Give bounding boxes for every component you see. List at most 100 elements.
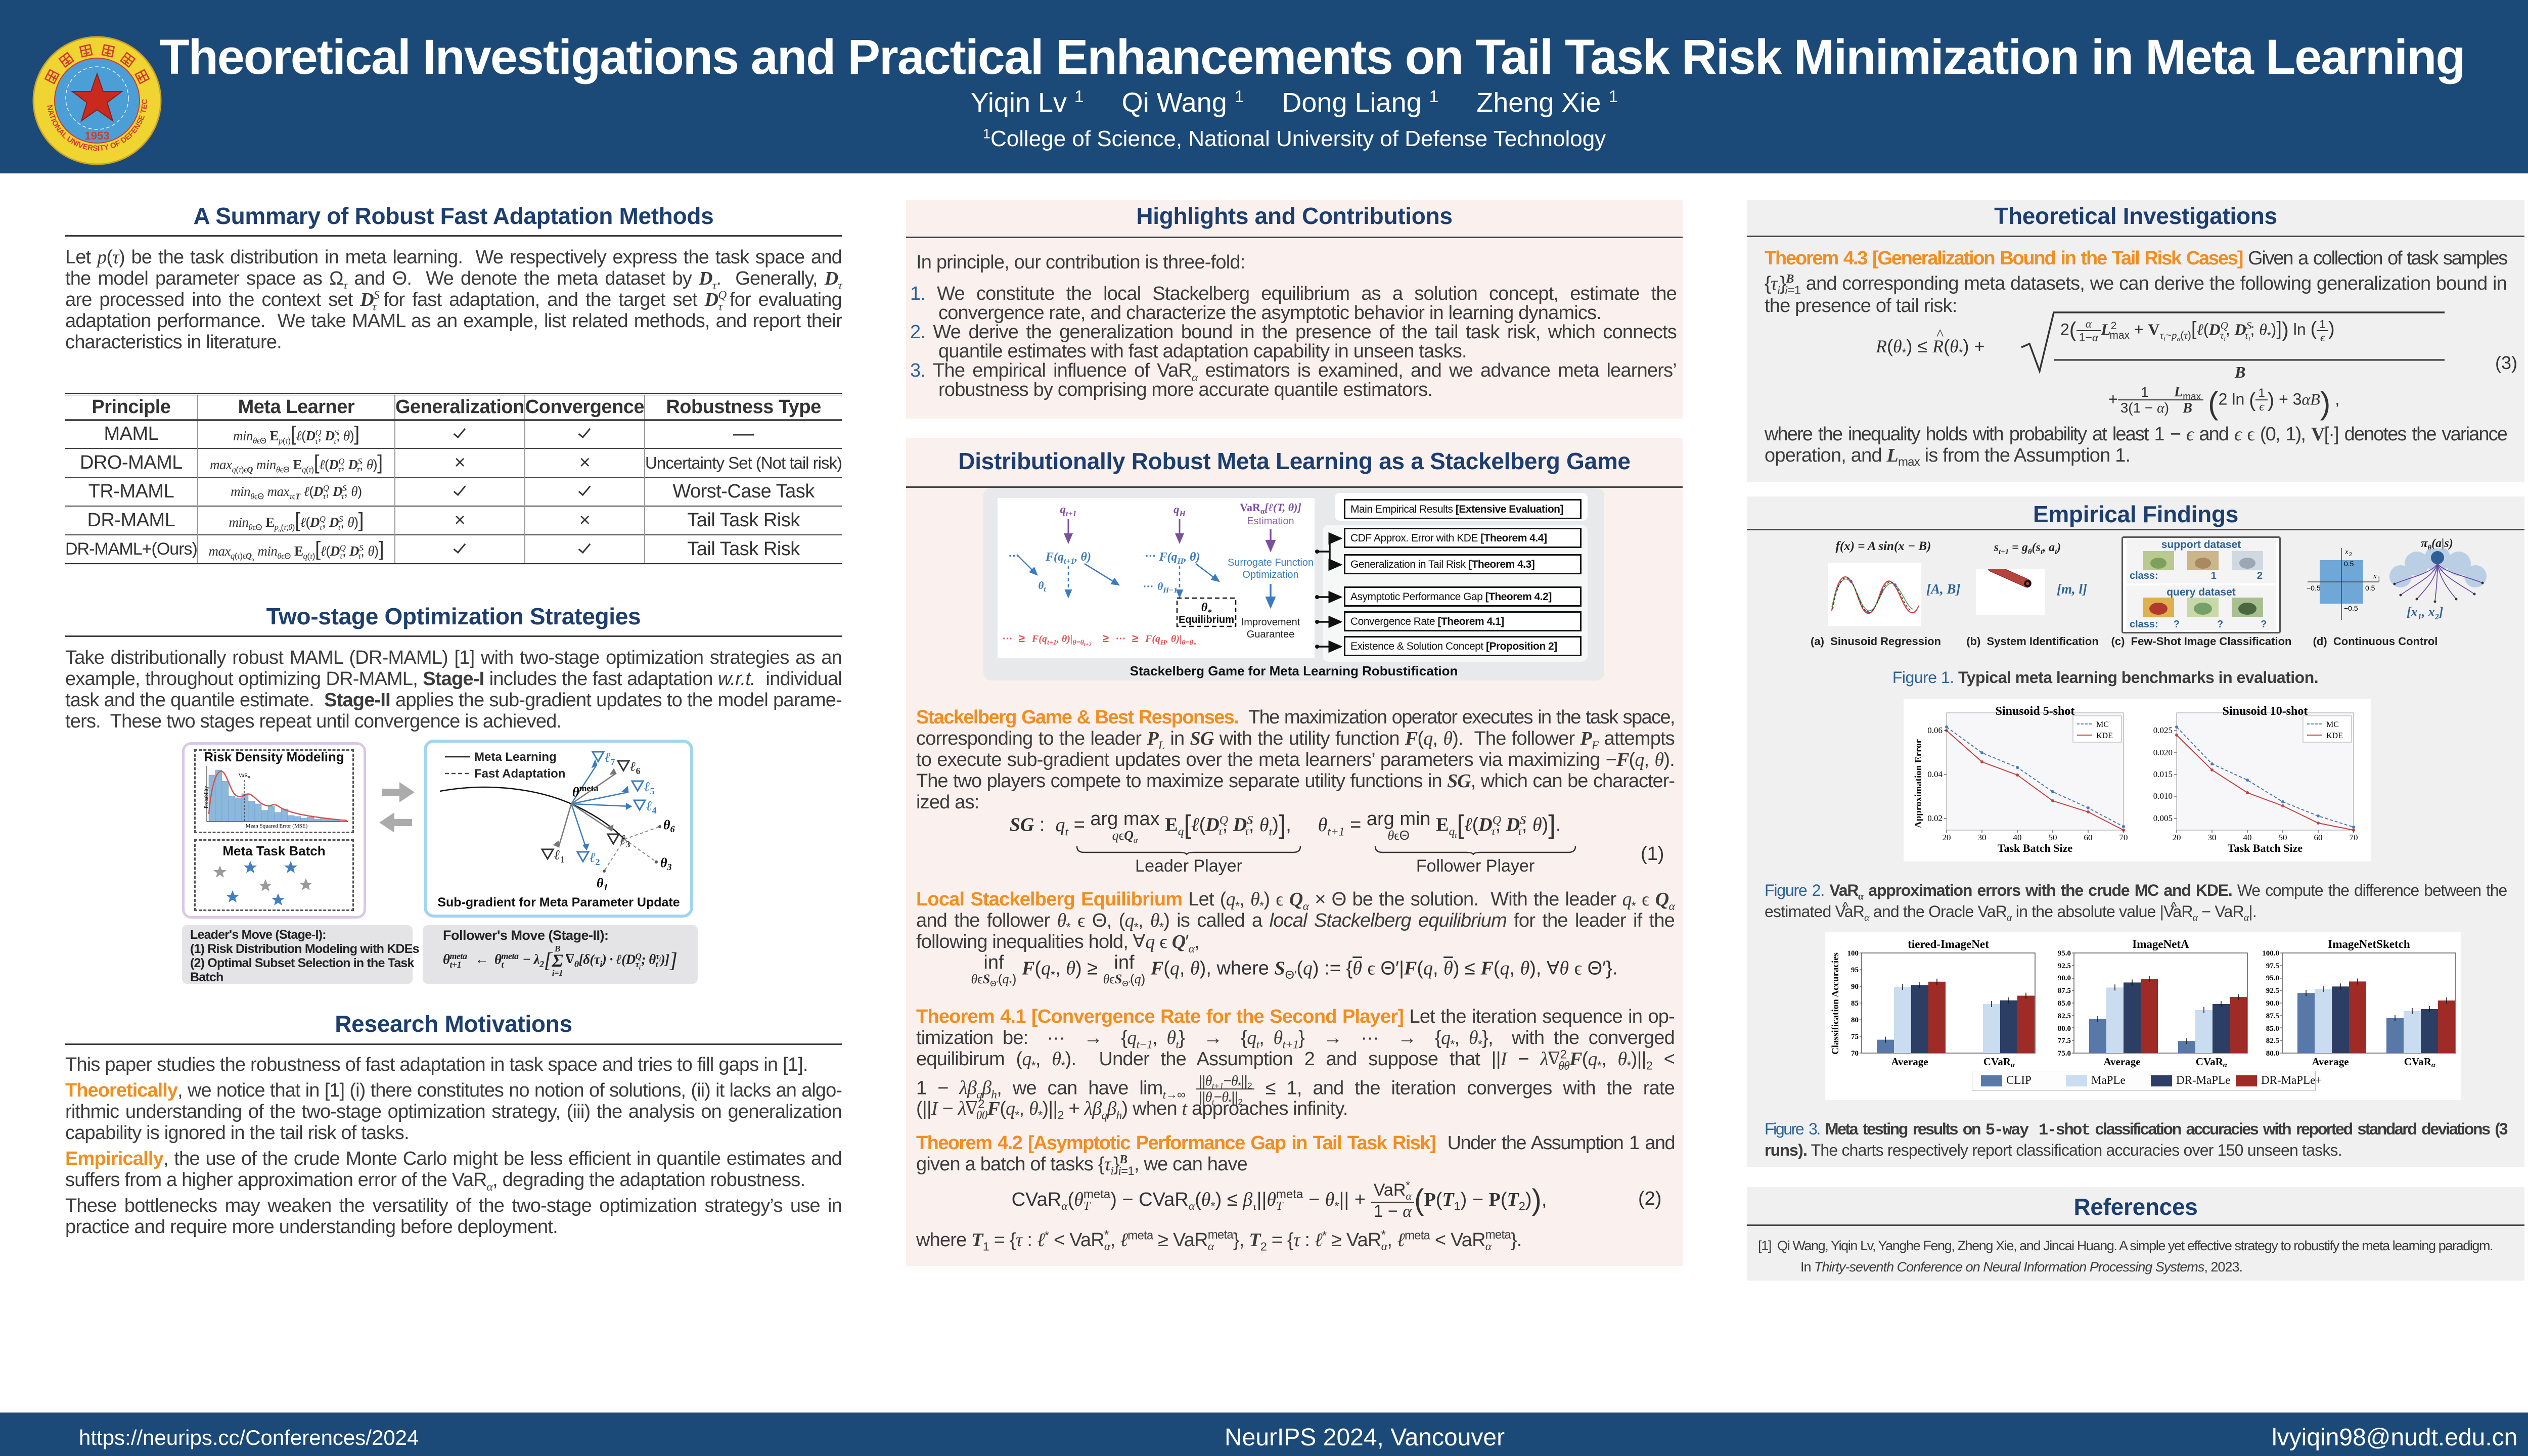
svg-text:θt: θt	[1038, 579, 1046, 594]
svg-text:50: 50	[2049, 833, 2057, 842]
svg-text:CVaRα: CVaRα	[2404, 1056, 2436, 1069]
svg-text:0.5: 0.5	[2365, 584, 2375, 592]
svg-text:75.0: 75.0	[2058, 1050, 2071, 1058]
svg-text:−0.5: −0.5	[2344, 604, 2358, 612]
svg-text:Sinusoid 5-shot: Sinusoid 5-shot	[1996, 705, 2075, 718]
svg-text:100: 100	[1847, 949, 1859, 958]
svg-text:70: 70	[1851, 1050, 1859, 1058]
svg-text:≥: ≥	[1103, 632, 1109, 645]
svg-text:θ3: θ3	[660, 855, 672, 872]
svg-text:Fast Adaptation: Fast Adaptation	[474, 767, 565, 781]
svg-text:50: 50	[2279, 833, 2287, 842]
svg-text:−0.5: −0.5	[2307, 584, 2321, 592]
svg-text:θH−1: θH−1	[1157, 580, 1177, 595]
svg-text:Guarantee: Guarantee	[1247, 629, 1295, 640]
svg-text:60: 60	[2084, 833, 2093, 842]
svg-text:60: 60	[2314, 833, 2323, 842]
svg-text:0.04: 0.04	[1927, 769, 1943, 779]
svg-text:90.0: 90.0	[2058, 974, 2071, 982]
svg-text:≥: ≥	[1132, 632, 1138, 645]
svg-text:30: 30	[2208, 833, 2217, 842]
svg-text:ℓ7: ℓ7	[605, 750, 615, 767]
svg-text:qH: qH	[1173, 503, 1186, 518]
svg-text:0.010: 0.010	[2153, 791, 2173, 801]
svg-text:Sub-gradient for Meta Paramete: Sub-gradient for Meta Parameter Update	[437, 895, 680, 909]
svg-text:0.5: 0.5	[2344, 560, 2354, 568]
svg-text:Improvement: Improvement	[1241, 617, 1300, 628]
svg-text:0.02: 0.02	[1927, 813, 1943, 823]
svg-text:1953: 1953	[85, 129, 110, 142]
svg-text:87.5: 87.5	[2266, 1012, 2279, 1020]
svg-text:30: 30	[1978, 833, 1987, 842]
svg-text:Estimation: Estimation	[1247, 516, 1294, 527]
svg-text:Surrogate Function: Surrogate Function	[1228, 557, 1314, 568]
svg-text:100.0: 100.0	[2262, 949, 2279, 958]
svg-text:F(qH, θ)|θ=θ*: F(qH, θ)|θ=θ*	[1145, 633, 1196, 648]
svg-text:ℓ4: ℓ4	[646, 798, 657, 815]
svg-text:···: ···	[1009, 550, 1020, 562]
svg-text:···: ···	[1003, 633, 1013, 645]
svg-text:VaRα: VaRα	[238, 772, 250, 779]
svg-text:0.025: 0.025	[2153, 725, 2173, 735]
svg-text:85: 85	[1851, 999, 1859, 1008]
svg-text:ℓ6: ℓ6	[630, 759, 641, 776]
svg-text:CVaRα: CVaRα	[2196, 1056, 2228, 1069]
svg-text:ℓ2: ℓ2	[590, 850, 600, 867]
svg-text:θ1: θ1	[597, 876, 608, 892]
svg-text:82.5: 82.5	[2266, 1037, 2279, 1045]
svg-text:Optimization: Optimization	[1242, 569, 1298, 580]
svg-text:F(qt+1, θ): F(qt+1, θ)	[1045, 551, 1091, 566]
svg-text:Average: Average	[2312, 1056, 2349, 1068]
svg-text:KDE: KDE	[2096, 732, 2113, 740]
svg-text:0.020: 0.020	[2153, 748, 2173, 757]
svg-text:···: ···	[1145, 550, 1156, 562]
svg-text:ℓ3: ℓ3	[620, 832, 630, 849]
svg-text:···: ···	[1116, 633, 1126, 645]
svg-text:90.0: 90.0	[2266, 999, 2279, 1008]
svg-text:70: 70	[2119, 833, 2128, 842]
svg-text:95: 95	[1851, 966, 1859, 974]
svg-text:Mean Squared Error (MSE): Mean Squared Error (MSE)	[246, 823, 308, 829]
svg-text:ImageNetSketch: ImageNetSketch	[2328, 938, 2410, 950]
svg-text:0.015: 0.015	[2153, 769, 2173, 779]
svg-text:Meta Learning: Meta Learning	[474, 750, 557, 764]
svg-text:40: 40	[2013, 833, 2022, 842]
svg-text:95.0: 95.0	[2266, 974, 2279, 982]
svg-text:70: 70	[2350, 833, 2358, 842]
svg-text:Average: Average	[1891, 1056, 1928, 1068]
svg-text:80.0: 80.0	[2058, 1025, 2071, 1033]
svg-text:x: x	[2373, 572, 2377, 580]
svg-text:F(qH, θ): F(qH, θ)	[1159, 551, 1200, 566]
svg-text:87.5: 87.5	[2058, 987, 2071, 995]
svg-text:ℓ5: ℓ5	[644, 779, 655, 796]
svg-text:85.0: 85.0	[2058, 999, 2071, 1008]
svg-text:VaRα[ℓ(T, θ)]: VaRα[ℓ(T, θ)]	[1240, 501, 1301, 516]
svg-text:82.5: 82.5	[2058, 1012, 2071, 1020]
svg-text:x: x	[2344, 548, 2349, 556]
svg-text:Classification Accuracies: Classification Accuracies	[1830, 952, 1841, 1055]
svg-text:92.5: 92.5	[2058, 962, 2071, 970]
svg-text:tiered-ImageNet: tiered-ImageNet	[1908, 938, 1989, 950]
svg-text:θ6: θ6	[663, 817, 675, 834]
svg-text:CVaRα: CVaRα	[1983, 1056, 2015, 1069]
svg-text:ℓ1: ℓ1	[554, 847, 565, 864]
svg-text:qt+1: qt+1	[1060, 503, 1076, 518]
svg-text:ImageNetA: ImageNetA	[2132, 938, 2189, 950]
svg-text:KDE: KDE	[2326, 732, 2343, 740]
svg-text:MC: MC	[2326, 720, 2339, 729]
svg-text:0.06: 0.06	[1927, 725, 1943, 735]
svg-text:F(qt+1, θ)|θ=θt+2: F(qt+1, θ)|θ=θt+2	[1031, 633, 1092, 648]
svg-text:80: 80	[1851, 1016, 1859, 1024]
svg-text:95.0: 95.0	[2058, 949, 2071, 958]
svg-text:Task Batch Size: Task Batch Size	[2228, 842, 2303, 854]
svg-text:θmeta: θmeta	[572, 783, 598, 799]
svg-text:Equilibrium: Equilibrium	[1179, 614, 1234, 625]
svg-text:1: 1	[2377, 576, 2380, 582]
svg-text:2: 2	[2349, 552, 2352, 558]
svg-text:MC: MC	[2096, 720, 2109, 729]
svg-text:92.5: 92.5	[2266, 987, 2279, 995]
svg-text:Task Batch Size: Task Batch Size	[1998, 842, 2073, 854]
svg-text:80.0: 80.0	[2266, 1050, 2279, 1058]
svg-text:90: 90	[1851, 983, 1859, 991]
svg-text:75: 75	[1851, 1033, 1859, 1041]
